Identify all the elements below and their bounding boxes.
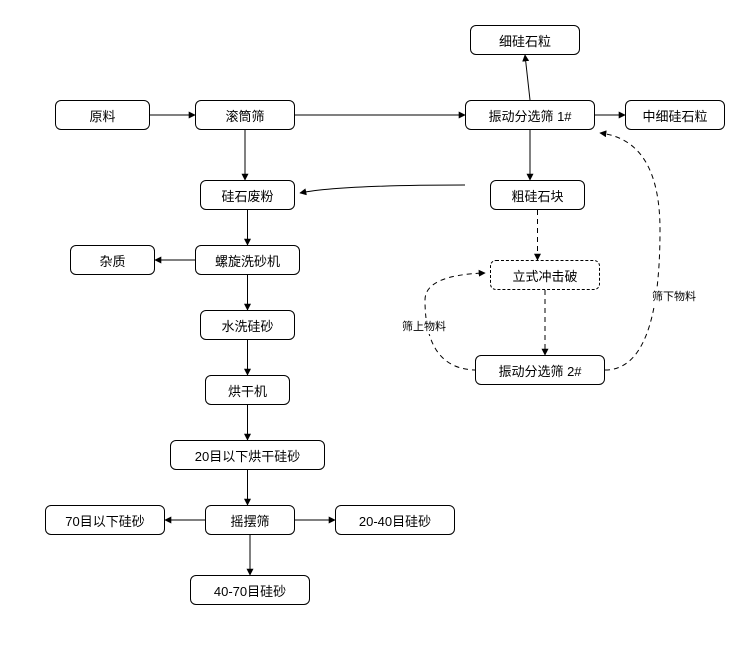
node-fine: 细硅石粒 (470, 25, 580, 55)
node-waste: 硅石废粉 (200, 180, 295, 210)
node-washed: 水洗硅砂 (200, 310, 295, 340)
node-raw: 原料 (55, 100, 150, 130)
edge-layer (0, 0, 747, 659)
node-medfine: 中细硅石粒 (625, 100, 725, 130)
node-vib1: 振动分选筛 1# (465, 100, 595, 130)
node-sand4070: 40-70目硅砂 (190, 575, 310, 605)
node-dried: 20目以下烘干硅砂 (170, 440, 325, 470)
node-sand2040: 20-40目硅砂 (335, 505, 455, 535)
node-vib2: 振动分选筛 2# (475, 355, 605, 385)
node-swing: 摇摆筛 (205, 505, 295, 535)
node-spiral: 螺旋洗砂机 (195, 245, 300, 275)
node-dryer: 烘干机 (205, 375, 290, 405)
label-under-material: 筛下物料 (650, 288, 698, 304)
node-coarse: 粗硅石块 (490, 180, 585, 210)
label-over-material: 筛上物料 (400, 318, 448, 334)
node-impurity: 杂质 (70, 245, 155, 275)
node-crusher: 立式冲击破 (490, 260, 600, 290)
node-sand70: 70目以下硅砂 (45, 505, 165, 535)
node-drum: 滚筒筛 (195, 100, 295, 130)
